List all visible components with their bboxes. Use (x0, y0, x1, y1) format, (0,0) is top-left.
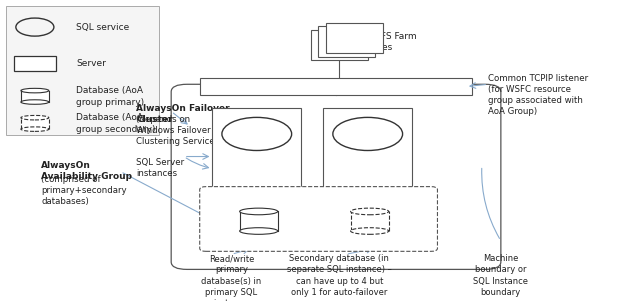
Text: AlwaysOn
Availability Group: AlwaysOn Availability Group (41, 161, 133, 181)
Bar (21, 91, 49, 102)
Bar (323, 108, 412, 190)
FancyBboxPatch shape (171, 84, 501, 269)
Text: SQL Server
instances: SQL Server instances (136, 158, 184, 178)
Text: Database (AoA
group primary): Database (AoA group primary) (76, 86, 144, 107)
Ellipse shape (21, 115, 49, 120)
Text: Secondary database (in
separate SQL instance) –
can have up to 4 but
only 1 for : Secondary database (in separate SQL inst… (287, 254, 392, 297)
FancyBboxPatch shape (200, 187, 437, 251)
Ellipse shape (21, 100, 49, 104)
Text: Read/write
primary
database(s) in
primary SQL
instance: Read/write primary database(s) in primar… (201, 254, 262, 301)
Text: Common TCPIP listener
(for WSFC resource
group associated with
AoA Group): Common TCPIP listener (for WSFC resource… (488, 74, 588, 116)
Bar (21, 118, 49, 129)
Ellipse shape (21, 88, 49, 93)
Ellipse shape (351, 208, 389, 215)
Bar (318, 26, 375, 57)
FancyBboxPatch shape (6, 6, 158, 135)
Text: (depends on
Windows Failover
Clustering Service): (depends on Windows Failover Clustering … (136, 115, 218, 146)
Ellipse shape (240, 228, 278, 234)
Text: Server: Server (76, 59, 106, 68)
Bar (212, 108, 301, 190)
Text: Database (AoA
group secondary): Database (AoA group secondary) (76, 113, 155, 134)
Ellipse shape (240, 208, 278, 215)
Bar (200, 78, 472, 95)
Bar (311, 30, 368, 60)
Text: Machine
boundary or
SQL Instance
boundary: Machine boundary or SQL Instance boundar… (474, 254, 528, 297)
Ellipse shape (351, 228, 389, 234)
Bar (240, 212, 278, 231)
Bar (14, 56, 56, 71)
Bar (326, 23, 383, 53)
Text: AlwaysOn Failover
Cluster: AlwaysOn Failover Cluster (136, 104, 230, 124)
Text: SQL service: SQL service (76, 23, 129, 32)
Text: (comprised of
primary+secondary
databases): (comprised of primary+secondary database… (41, 175, 127, 206)
Bar (351, 212, 389, 231)
Text: AD FS Farm
Nodes: AD FS Farm Nodes (365, 32, 416, 52)
Ellipse shape (21, 127, 49, 131)
